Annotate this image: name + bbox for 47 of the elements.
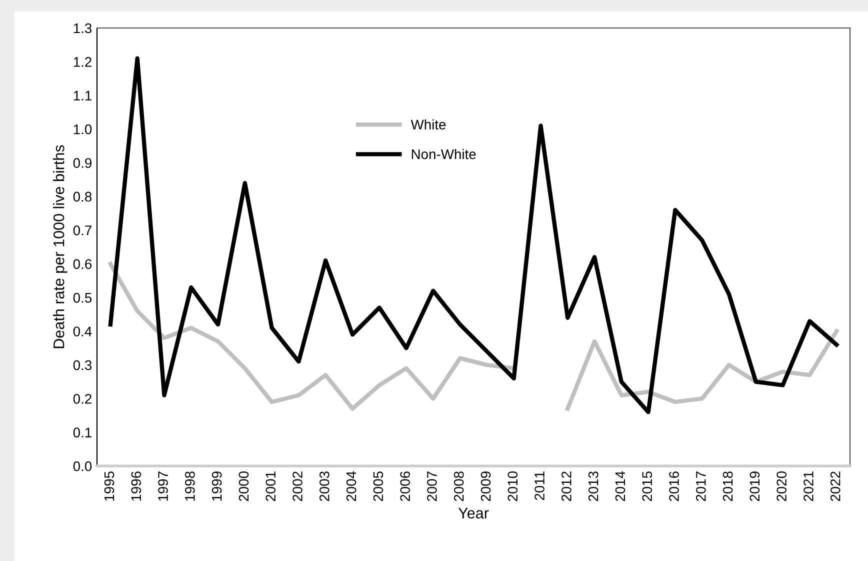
x-tick-label: 1997 bbox=[158, 472, 168, 501]
x-axis-title: Year bbox=[458, 508, 489, 519]
y-tick-label: 0.6 bbox=[73, 259, 92, 270]
legend-label: White bbox=[410, 119, 446, 130]
x-tick-label: 2015 bbox=[642, 471, 652, 502]
y-tick-label: 1.0 bbox=[74, 124, 92, 134]
x-tick-label: 1998 bbox=[185, 471, 195, 501]
x-tick-label: 2008 bbox=[454, 471, 464, 502]
y-tick-label: 0.8 bbox=[73, 192, 92, 202]
x-tick-label: 2006 bbox=[400, 471, 410, 502]
x-tick-label: 2012 bbox=[562, 472, 572, 502]
y-tick-label: 1.2 bbox=[74, 57, 92, 67]
x-tick-label: 2003 bbox=[319, 471, 330, 502]
x-tick-label: 2022 bbox=[830, 472, 840, 502]
line-series bbox=[108, 56, 839, 414]
x-tick-label: 2007 bbox=[427, 472, 437, 502]
x-tick-label: 2004 bbox=[346, 471, 356, 502]
x-tick-label: 2005 bbox=[373, 471, 384, 502]
y-axis-title: Death rate per 1000 live births bbox=[53, 145, 68, 348]
x-tick-label: 2009 bbox=[480, 472, 491, 502]
y-tick-label: 0.1 bbox=[73, 428, 92, 438]
x-tick-label: 2011 bbox=[534, 472, 544, 500]
x-tick-label: 1996 bbox=[131, 471, 142, 501]
x-tick-label: 2010 bbox=[508, 471, 518, 502]
y-tick-label: 0.7 bbox=[73, 225, 92, 236]
x-tick-label: 2019 bbox=[750, 472, 760, 502]
x-tick-label: 2016 bbox=[669, 471, 679, 502]
x-tick-label: 2018 bbox=[722, 471, 733, 502]
y-tick-label: 0.3 bbox=[73, 360, 92, 370]
y-tick-label: 1.1 bbox=[74, 90, 92, 100]
y-tick-label: 1.3 bbox=[74, 23, 92, 34]
y-tick-label: 0.9 bbox=[73, 158, 92, 168]
x-tick-label: 2017 bbox=[696, 472, 706, 502]
x-tick-label: 2021 bbox=[804, 472, 814, 502]
x-tick-label: 2020 bbox=[776, 471, 786, 502]
x-tick-label: 2002 bbox=[292, 472, 302, 502]
x-tick-label: 2001 bbox=[266, 472, 276, 502]
y-tick-label: 0.5 bbox=[73, 292, 92, 303]
y-tick-label: 0.0 bbox=[73, 461, 92, 472]
x-tick-label: 2014 bbox=[615, 471, 626, 502]
y-tick-label: 0.4 bbox=[73, 326, 92, 336]
y-tick-label: 0.2 bbox=[73, 394, 92, 404]
x-tick-label: 1999 bbox=[212, 472, 222, 501]
x-tick-label: 1995 bbox=[104, 471, 114, 501]
x-tick-label: 2013 bbox=[588, 471, 598, 502]
legend-label: Non-White bbox=[412, 148, 476, 160]
x-tick-label: 2000 bbox=[238, 471, 249, 502]
